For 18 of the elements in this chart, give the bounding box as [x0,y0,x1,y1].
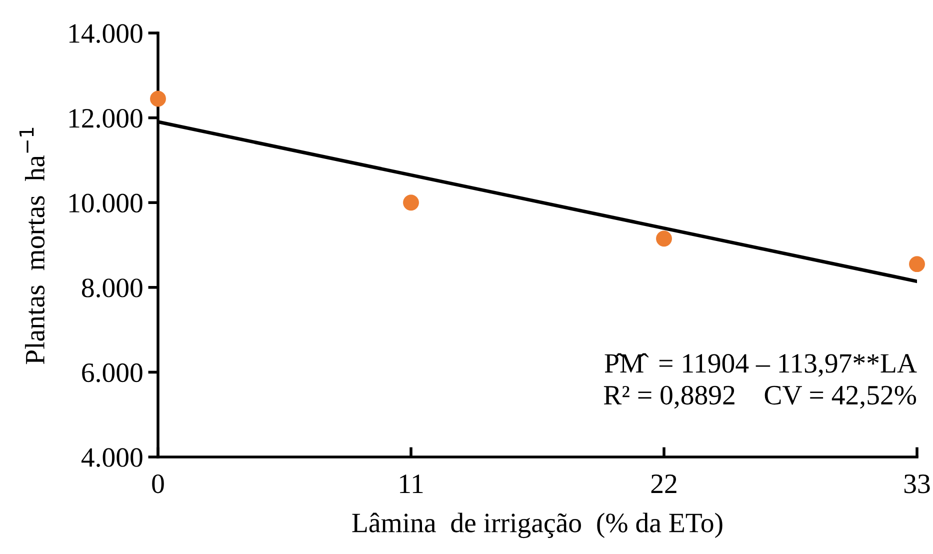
x-tick-label: 22 [651,474,676,493]
y-tick-label: 10.000 [69,194,142,213]
point [403,194,419,211]
annotation: R² = 0,8892 CV = 42,52% [604,386,916,409]
y-tick-label: 12.000 [69,108,142,128]
point [656,230,672,247]
annotation: P̂M̂ = 11904 – 113,97**LA [604,353,917,377]
y-tick-label: 4.000 [81,448,142,468]
y-tick-label: 6.000 [82,363,142,382]
point [909,256,925,272]
x-tick-label: 33 [904,474,930,494]
y-tick-label: 8.000 [82,278,142,298]
y-axis-title: Plantas mortas ha$^{−1}$ [19,128,45,364]
y-tick-label: 14.000 [69,24,142,44]
point [150,90,166,107]
x-tick-label: 0 [152,474,164,494]
x-tick-label: 11 [400,474,423,493]
x-axis-title: Lâmina de irrigação (% da ETo) [352,512,722,538]
